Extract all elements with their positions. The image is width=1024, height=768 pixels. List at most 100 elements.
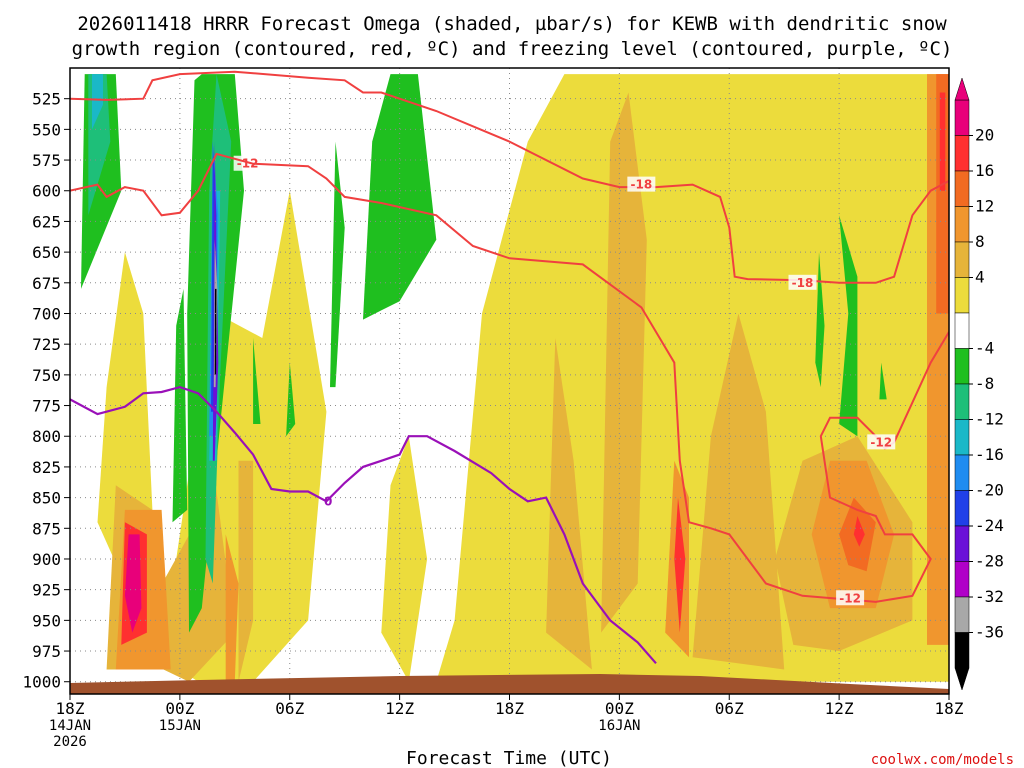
y-tick-label-14: 875: [32, 519, 61, 538]
y-tick-label-6: 675: [32, 274, 61, 293]
y-tick-label-4: 625: [32, 212, 61, 231]
colorbar-bin-6: [954, 312, 970, 349]
colorbar-bin-1: [954, 135, 970, 172]
colorbar-label-13: -36: [975, 623, 1004, 642]
y-tick-label-2: 575: [32, 151, 61, 170]
colorbar-bin-11: [954, 490, 970, 527]
dgz-label-bg-3: [867, 434, 896, 450]
y-tick-label-18: 975: [32, 642, 61, 661]
omega-region-41: [879, 362, 887, 400]
omega-region-6: [692, 313, 785, 670]
omega-region-22: [124, 534, 142, 633]
omega-region-10: [853, 516, 865, 547]
freezing-level-contour: [70, 385, 657, 665]
dgz-label-bg-4: [836, 590, 865, 606]
colorbar-label-3: 8: [975, 232, 985, 251]
x-tick-label-0-0: 18Z: [56, 699, 85, 718]
dgz-contour-label-2: -18: [792, 276, 814, 290]
omega-region-5: [546, 338, 592, 670]
x-tick-label-2-0: 06Z: [275, 699, 304, 718]
x-tick-label-1-1: 15JAN: [159, 718, 201, 734]
y-axis: 525 550 575 600 625 650 675 700 725 750 775 800 825 8…: [22, 90, 70, 692]
x-tick-label-1-0: 00Z: [165, 699, 194, 718]
y-tick-label-13: 850: [32, 489, 61, 508]
colorbar: 20 16 12 8 4 -4 -8 -12 -16 -20 -24 -28 -32 -36: [954, 77, 1004, 691]
colorbar-label-2: 12: [975, 197, 994, 216]
omega-region-14: [225, 534, 239, 682]
freezing-level-label: 0: [324, 494, 332, 508]
chart-title-line-1: 2026011418 HRRR Forecast Omega (shaded, …: [77, 13, 947, 35]
x-axis-title: Forecast Time (UTC): [406, 748, 612, 768]
plot-area: -12-18-18-12-120: [70, 68, 949, 694]
colorbar-label-11: -28: [975, 552, 1004, 571]
colorbar-label-0: 20: [975, 126, 994, 145]
y-tick-label-11: 800: [32, 427, 61, 446]
omega-region-36: [286, 362, 296, 437]
colorbar-bin-12: [954, 525, 970, 562]
y-tick-label-3: 600: [32, 182, 61, 201]
omega-shading-layer: [81, 74, 949, 682]
y-tick-label-17: 950: [32, 611, 61, 630]
omega-region-37: [253, 338, 261, 424]
dgz-contour-1: [70, 152, 949, 603]
colorbar-bin-4: [954, 241, 970, 278]
colorbar-label-5: -4: [975, 339, 994, 358]
y-tick-label-7: 700: [32, 304, 61, 323]
colorbar-bottom-arrow: [954, 667, 970, 691]
y-tick-label-9: 750: [32, 366, 61, 385]
omega-region-35: [363, 74, 437, 320]
colorbar-bin-9: [954, 419, 970, 456]
omega-region-13: [124, 350, 235, 682]
omega-region-1: [97, 252, 153, 584]
credit-link[interactable]: coolwx.com/models: [871, 752, 1014, 768]
colorbar-bin-2: [954, 170, 970, 207]
x-tick-label-7-0: 12Z: [825, 699, 854, 718]
colorbar-bin-5: [954, 277, 970, 314]
omega-region-12: [674, 497, 686, 633]
y-tick-label-5: 650: [32, 243, 61, 262]
colorbar-label-8: -16: [975, 445, 1004, 464]
omega-region-39: [839, 215, 858, 437]
y-tick-label-16: 925: [32, 581, 61, 600]
x-tick-label-5-0: 00Z: [605, 699, 634, 718]
colorbar-bin-7: [954, 348, 970, 385]
x-tick-label-0-1: 14JAN: [49, 718, 91, 734]
y-tick-label-12: 825: [32, 458, 61, 477]
colorbar-bin-0: [954, 99, 970, 136]
colorbar-bin-3: [954, 206, 970, 243]
dgz-contour-label-4: -12: [839, 591, 861, 605]
colorbar-label-12: -32: [975, 587, 1004, 606]
omega-region-17: [939, 92, 946, 191]
dgz-label-bg-1: [627, 176, 656, 192]
colorbar-bin-13: [954, 561, 970, 598]
colorbar-bin-15: [954, 632, 970, 669]
x-tick-label-0-2: 2026: [53, 734, 87, 750]
colorbar-label-6: -8: [975, 374, 994, 393]
colorbar-bin-8: [954, 383, 970, 420]
y-tick-label-8: 725: [32, 335, 61, 354]
colorbar-label-9: -20: [975, 481, 1004, 500]
y-tick-label-1: 550: [32, 120, 61, 139]
omega-region-26: [172, 288, 188, 523]
x-tick-label-4-0: 18Z: [495, 699, 524, 718]
dgz-contour-0: [70, 70, 949, 284]
contour-layer: -12-18-18-12-120: [70, 70, 949, 665]
omega-region-25: [92, 74, 103, 130]
y-tick-label-0: 525: [32, 90, 61, 109]
y-tick-label-19: 1000: [22, 673, 61, 692]
dgz-label-bg-2: [788, 274, 817, 290]
omega-region-18: [238, 460, 254, 682]
dgz-contour-label-1: -18: [631, 178, 653, 192]
y-tick-label-10: 775: [32, 397, 61, 416]
colorbar-label-10: -24: [975, 516, 1004, 535]
colorbar-label-7: -12: [975, 410, 1004, 429]
colorbar-top-arrow: [954, 77, 970, 101]
x-tick-label-3-0: 12Z: [385, 699, 414, 718]
x-tick-label-6-0: 06Z: [715, 699, 744, 718]
omega-region-16: [936, 74, 949, 314]
y-tick-label-15: 900: [32, 550, 61, 569]
colorbar-bin-10: [954, 454, 970, 491]
x-tick-label-8-0: 18Z: [935, 699, 964, 718]
